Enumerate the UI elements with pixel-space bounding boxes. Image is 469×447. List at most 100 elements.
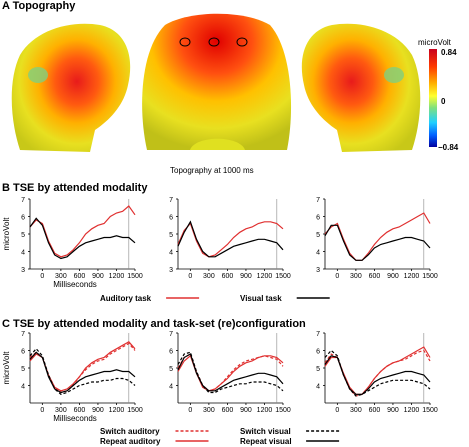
x-tick-label: 300 [350,273,362,280]
y-tick-label: 3 [169,267,173,274]
chart-panel-b2: 3 4 5 6 7 0 300 600 900 1200 1500 [169,197,291,280]
panel-c-title: C TSE by attended modality and task-set … [2,318,306,330]
y-tick-label: 7 [21,331,25,338]
y-tick-label: 7 [169,331,173,338]
colorbar-mid-label: 0 [441,97,446,106]
colorbar-max-label: 0.84 [441,48,457,57]
topography-caption: Topography at 1000 ms [170,166,254,175]
head-right-view [301,23,421,152]
x-tick-label: 900 [240,273,252,280]
y-tick-label: 7 [316,197,320,204]
x-tick-label: 0 [40,407,44,414]
x-axis-label: Milliseconds [53,414,97,423]
y-tick-label: 4 [169,384,173,391]
chart-panel-b1: 3 4 5 6 7 0 300 600 900 1200 1500 microVolt Millisec… [2,197,143,289]
x-tick-label: 1500 [422,407,438,414]
y-tick-label: 5 [21,366,25,373]
series-line-auditory-task [324,212,431,261]
legend-switch-auditory-label: Switch auditory [100,427,160,436]
series-line-auditory-task [29,205,136,258]
x-tick-label: 600 [74,407,86,414]
y-axis-label: microVolt [2,217,11,251]
y-tick-label: 5 [169,232,173,239]
y-tick-label: 4 [21,250,25,257]
series-line-switch-auditory [324,349,431,397]
x-axis-label: Milliseconds [53,280,97,289]
y-tick-label: 6 [169,215,173,222]
series-line-visual-task [177,220,284,258]
y-tick-label: 5 [21,232,25,239]
y-tick-label: 6 [21,349,25,356]
electrode-markers [179,37,248,47]
x-tick-label: 1500 [127,273,143,280]
x-tick-label: 1200 [257,273,273,280]
chart-panel-b3: 3 4 5 6 7 0 300 600 900 1200 1500 [316,197,438,280]
x-tick-label: 1200 [404,407,420,414]
x-tick-label: 1500 [127,407,143,414]
x-tick-label: 600 [222,407,234,414]
x-tick-label: 900 [240,407,252,414]
series-line-visual-task [29,217,136,260]
x-tick-label: 300 [203,273,215,280]
x-tick-label: 900 [387,273,399,280]
series-line-repeat-visual [29,351,136,394]
y-tick-label: 7 [316,331,320,338]
x-tick-label: 600 [222,273,234,280]
colorbar [429,49,437,147]
y-tick-label: 4 [316,250,320,257]
y-tick-label: 5 [169,366,173,373]
panel-a-title: A Topography [2,0,76,12]
x-tick-label: 600 [369,407,381,414]
head-left-view [11,23,131,152]
series-line-auditory-task [177,221,284,258]
x-tick-label: 0 [188,407,192,414]
legend-repeat-auditory-label: Repeat auditory [100,437,161,446]
series-line-repeat-visual [324,355,431,395]
y-tick-label: 7 [21,197,25,204]
y-tick-label: 4 [169,250,173,257]
series-line-switch-auditory [177,353,284,392]
x-tick-label: 1200 [257,407,273,414]
y-tick-label: 6 [316,349,320,356]
y-axis-label: microVolt [2,351,11,385]
y-tick-label: 7 [169,197,173,204]
x-tick-label: 900 [92,407,104,414]
series-line-repeat-visual [177,353,284,392]
x-tick-label: 1200 [404,273,420,280]
panel-b-title: B TSE by attended modality [2,182,148,194]
x-tick-label: 300 [55,273,67,280]
series-line-visual-task [324,224,431,261]
legend-repeat-visual-label: Repeat visual [240,437,292,446]
y-tick-label: 5 [316,366,320,373]
series-line-switch-visual [324,349,431,397]
x-tick-label: 1500 [275,273,291,280]
x-tick-label: 1500 [275,407,291,414]
x-tick-label: 300 [55,407,67,414]
y-tick-label: 6 [316,215,320,222]
x-tick-label: 900 [92,273,104,280]
x-tick-label: 0 [188,273,192,280]
x-tick-label: 1200 [109,273,125,280]
legend-visual-task-label: Visual task [240,294,282,303]
chart-panel-c1: 4 5 6 7 0 300 600 900 1200 1500 microVolt Milliseco… [2,331,143,423]
x-tick-label: 600 [369,273,381,280]
legend-switch-visual-label: Switch visual [240,427,291,436]
y-tick-label: 4 [21,384,25,391]
legend-auditory-task-label: Auditory task [100,294,152,303]
chart-panel-c3: 4 5 6 7 0 300 600 900 1200 1500 [316,331,438,414]
y-tick-label: 3 [21,267,25,274]
x-tick-label: 300 [350,407,362,414]
x-tick-label: 300 [203,407,215,414]
x-tick-label: 900 [387,407,399,414]
x-tick-label: 1200 [109,407,125,414]
y-tick-label: 3 [316,267,320,274]
colorbar-unit: microVolt [418,38,451,47]
x-tick-label: 0 [40,273,44,280]
head-back-view [142,13,292,150]
y-tick-label: 6 [169,349,173,356]
chart-panel-c2: 4 5 6 7 0 300 600 900 1200 1500 [169,331,291,414]
y-tick-label: 5 [316,232,320,239]
